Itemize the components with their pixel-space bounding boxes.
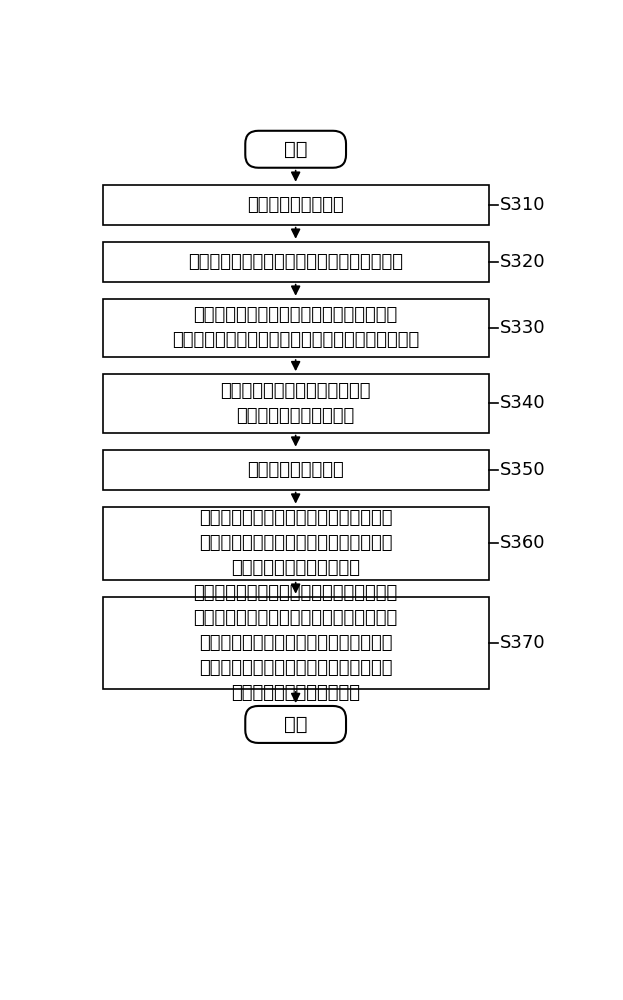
Text: S340: S340 bbox=[500, 394, 545, 412]
Text: 在至少一个牺牲膜被蚀刻的空间中形成将被
用作至少一个中间布线层的电极层，并且在
包括在第一块中的牺牲层被蚀刻的空间和
包括在第二块中的牺牲层被蚀刻的空间中
形成: 在至少一个牺牲膜被蚀刻的空间中形成将被 用作至少一个中间布线层的电极层，并且在 … bbox=[194, 584, 397, 702]
Text: S350: S350 bbox=[500, 461, 545, 479]
Text: S330: S330 bbox=[500, 319, 545, 337]
Text: 结束: 结束 bbox=[284, 715, 307, 734]
Text: 在第一块中形成下串: 在第一块中形成下串 bbox=[247, 196, 344, 214]
Text: 对包括在第一块中的牺牲层、形成在串间
绝缘层中的至少一个牺牲膜、以及包括在
第二块中的牺牲层进行蚀刻: 对包括在第一块中的牺牲层、形成在串间 绝缘层中的至少一个牺牲膜、以及包括在 第二… bbox=[199, 509, 392, 577]
FancyBboxPatch shape bbox=[103, 507, 488, 580]
FancyBboxPatch shape bbox=[103, 299, 488, 357]
FancyBboxPatch shape bbox=[245, 131, 346, 168]
FancyBboxPatch shape bbox=[103, 374, 488, 433]
Text: 在其中形成有至少一个牺牲膜的
串间绝缘层上生成第二块: 在其中形成有至少一个牺牲膜的 串间绝缘层上生成第二块 bbox=[221, 382, 371, 425]
Text: 在第二块中形成上串: 在第二块中形成上串 bbox=[247, 461, 344, 479]
Text: S310: S310 bbox=[500, 196, 545, 214]
Text: S360: S360 bbox=[500, 534, 545, 552]
FancyBboxPatch shape bbox=[245, 706, 346, 743]
Text: S370: S370 bbox=[500, 634, 545, 652]
Text: 对串间绝缘层的至少一部分进行蚀刻，以在
所述至少一部分被蚀刻的空间中形成至少一个牺牲膜: 对串间绝缘层的至少一部分进行蚀刻，以在 所述至少一部分被蚀刻的空间中形成至少一个… bbox=[172, 306, 419, 349]
Text: S320: S320 bbox=[500, 253, 545, 271]
FancyBboxPatch shape bbox=[103, 185, 488, 225]
Text: 开始: 开始 bbox=[284, 140, 307, 159]
Text: 在其中形成有下串的第一块上生成串间绝缘层: 在其中形成有下串的第一块上生成串间绝缘层 bbox=[188, 253, 403, 271]
FancyBboxPatch shape bbox=[103, 597, 488, 689]
FancyBboxPatch shape bbox=[103, 242, 488, 282]
FancyBboxPatch shape bbox=[103, 450, 488, 490]
